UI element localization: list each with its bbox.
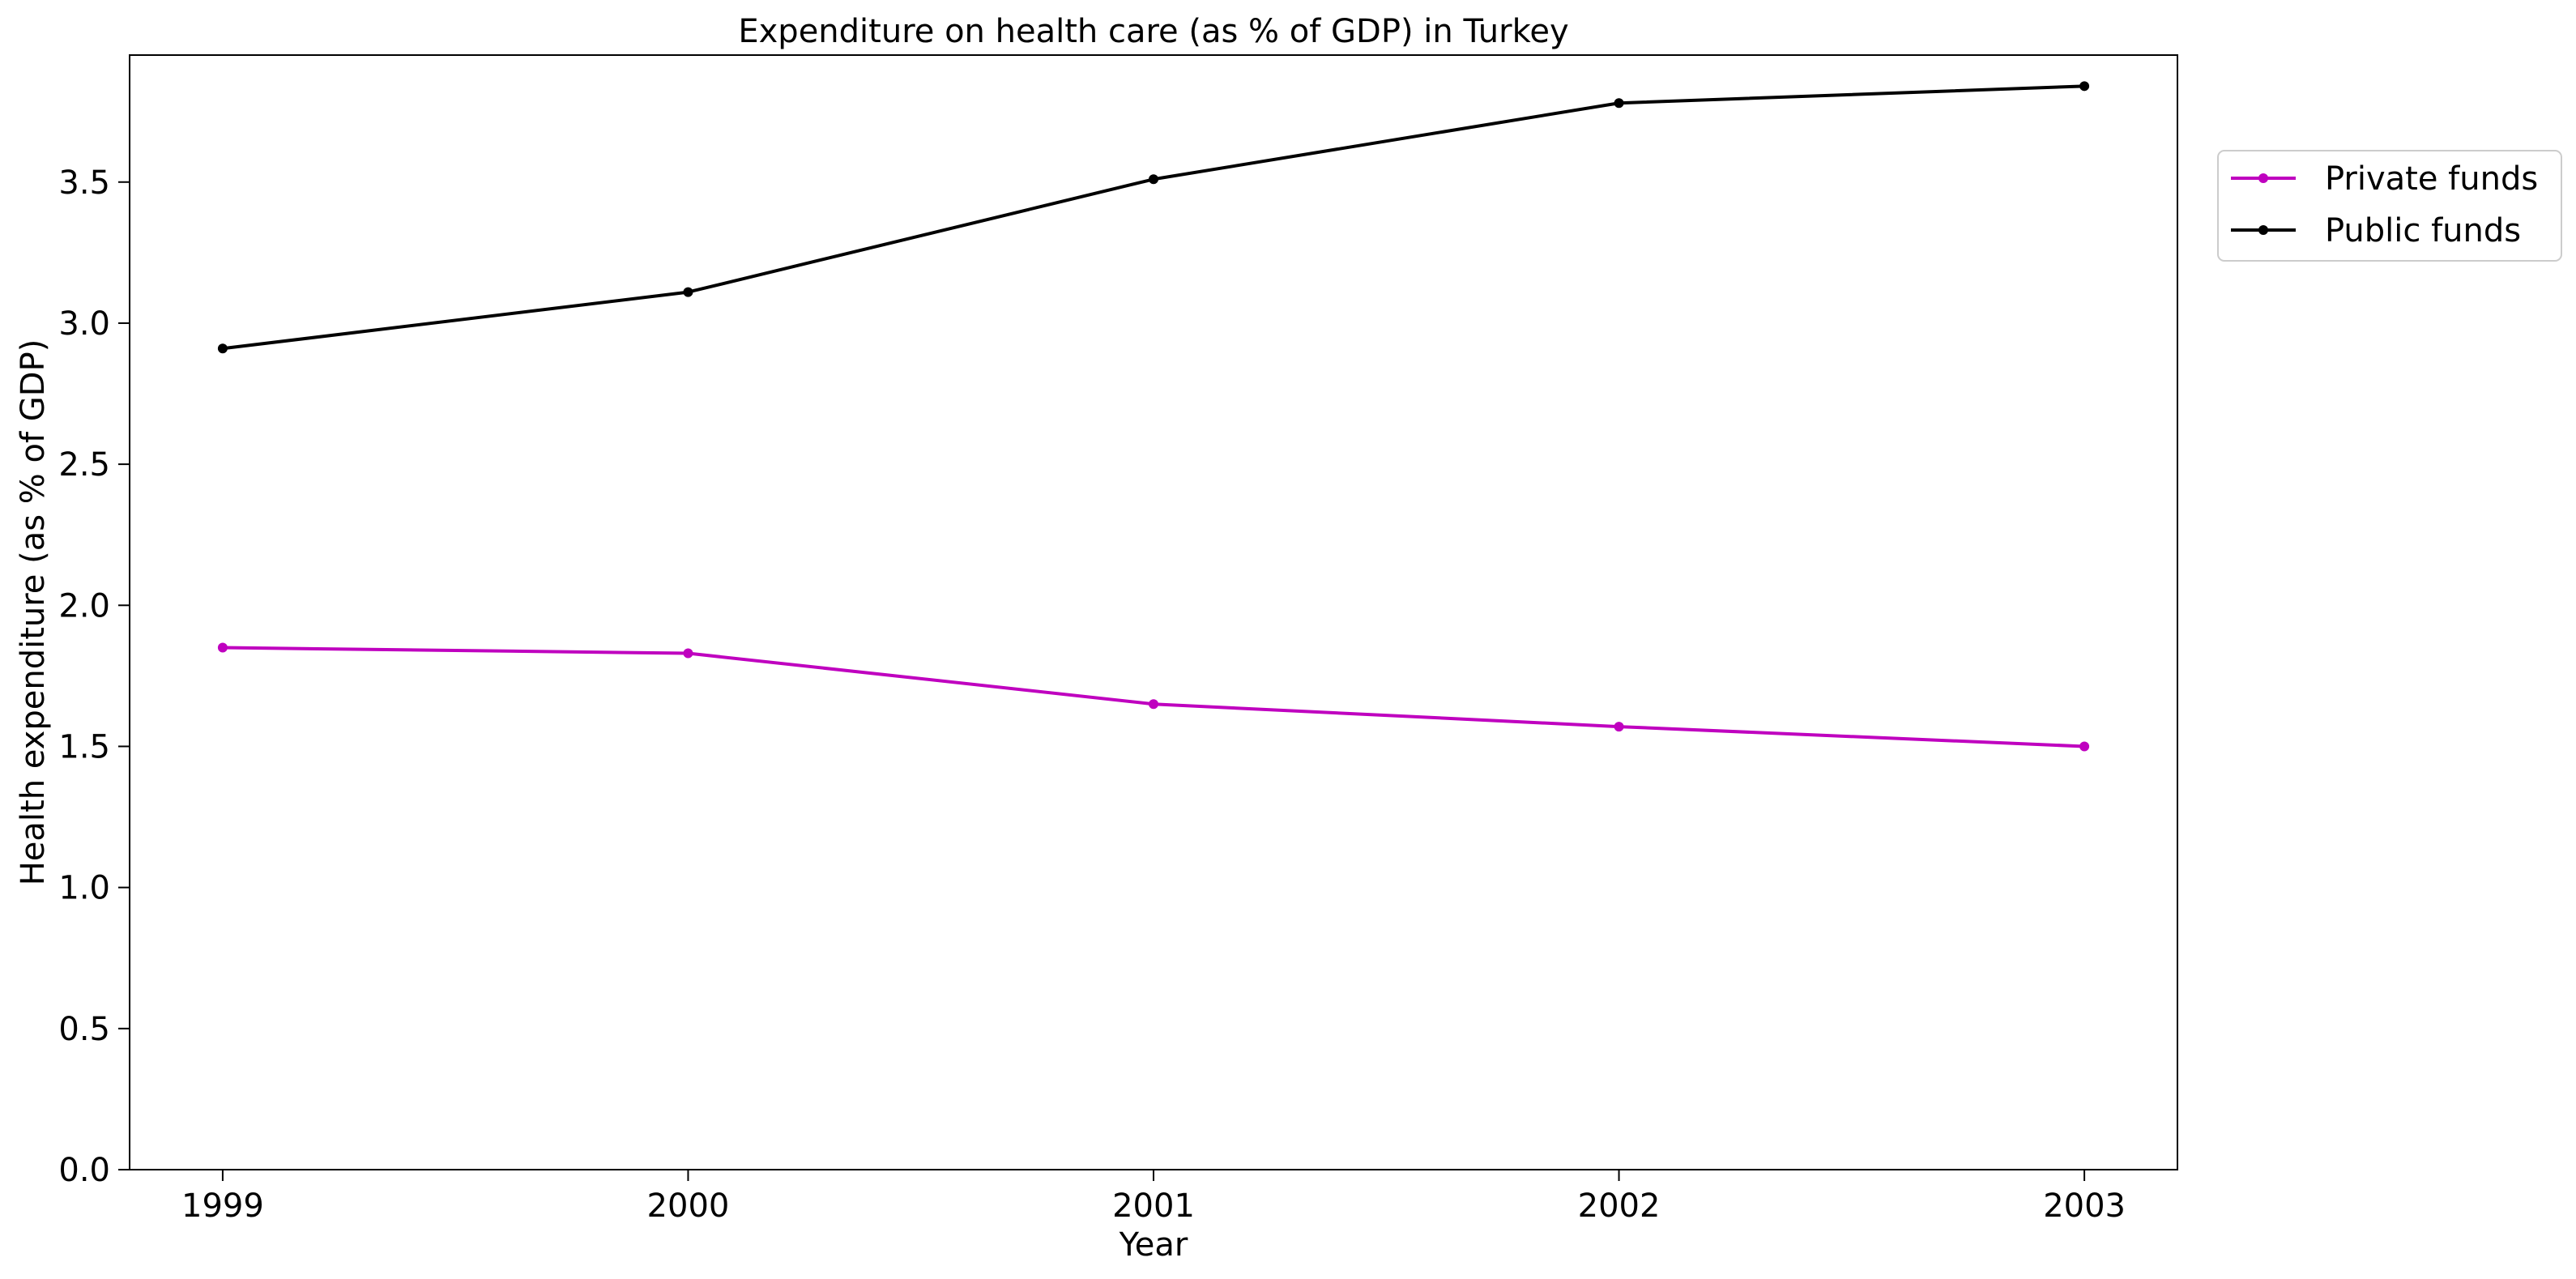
- data-point-public-funds: [217, 343, 228, 354]
- legend-item: Private funds: [2231, 160, 2538, 198]
- legend-swatch-marker: [2258, 173, 2268, 183]
- y-tick-label: 1.5: [58, 728, 110, 765]
- y-tick-label: 2.0: [58, 587, 110, 625]
- axis-ticks: 1999 2000 2001 2002 2003 0.0 0.5 1.0 1.5 2.0 2.5 3.…: [58, 164, 2126, 1225]
- legend: Private funds Public funds: [2217, 150, 2562, 262]
- data-point-private-funds: [217, 642, 228, 653]
- x-tick-label: 1999: [181, 1187, 264, 1225]
- y-tick-label: 1.0: [58, 870, 110, 907]
- series-public-funds: [217, 81, 2090, 354]
- y-tick-label: 2.5: [58, 446, 110, 484]
- legend-item: Public funds: [2231, 212, 2521, 249]
- series-line-public-funds: [222, 84, 2085, 351]
- x-tick-label: 2001: [1112, 1187, 1195, 1225]
- data-point-public-funds: [2079, 81, 2090, 92]
- data-point-private-funds: [1614, 722, 1624, 732]
- y-tick-label: 0.0: [58, 1152, 110, 1189]
- data-point-public-funds: [1614, 98, 1624, 109]
- legend-label: Private funds: [2325, 160, 2538, 198]
- data-point-private-funds: [1149, 699, 1158, 710]
- chart-title: Expenditure on health care (as % of GDP)…: [738, 13, 1568, 50]
- data-point-public-funds: [1149, 174, 1158, 185]
- y-tick-label: 3.0: [58, 305, 110, 343]
- y-tick-label: 3.5: [58, 164, 110, 202]
- plot-frame: [129, 54, 2178, 1170]
- y-axis-label: Health expenditure (as % of GDP): [15, 339, 52, 886]
- series-private-funds: [217, 642, 2090, 752]
- x-tick-label: 2002: [1578, 1187, 1661, 1225]
- legend-swatch-marker: [2258, 225, 2268, 235]
- y-tick-label: 0.5: [58, 1011, 110, 1048]
- x-tick-label: 2000: [647, 1187, 730, 1225]
- series-line-private-funds: [222, 646, 2085, 748]
- data-point-private-funds: [683, 648, 693, 659]
- x-axis-label: Year: [1119, 1226, 1188, 1264]
- legend-box: [2217, 150, 2562, 262]
- x-tick-label: 2003: [2043, 1187, 2126, 1225]
- data-point-private-funds: [2079, 741, 2090, 752]
- series-layer: [217, 81, 2090, 752]
- data-point-public-funds: [683, 287, 693, 297]
- legend-label: Public funds: [2325, 212, 2521, 249]
